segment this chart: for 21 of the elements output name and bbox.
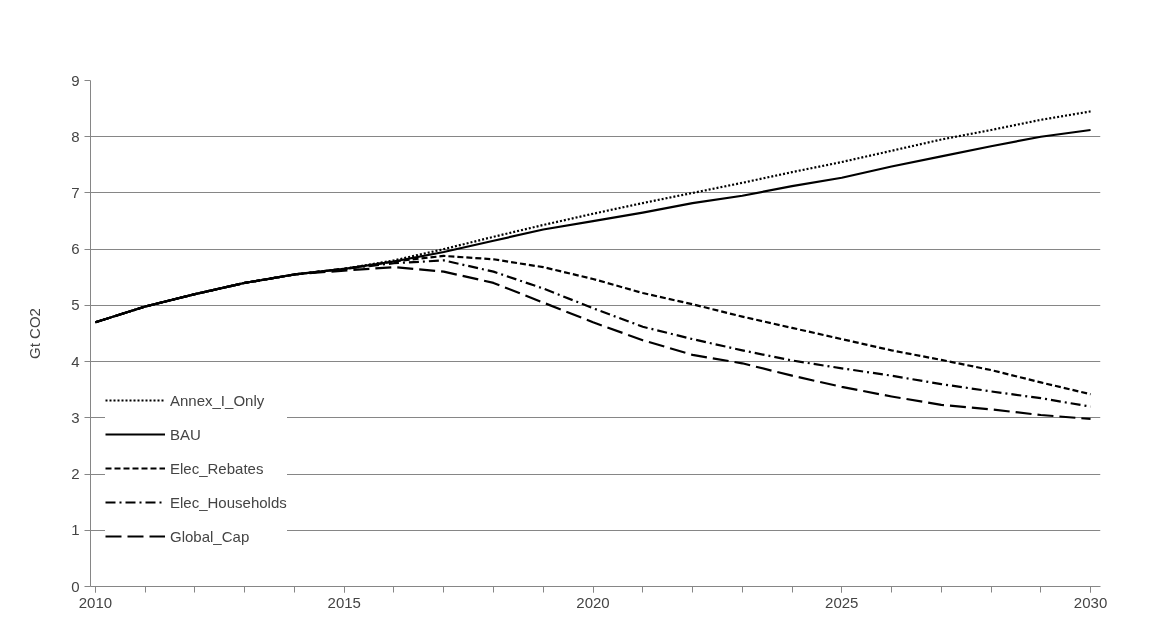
legend-label: Elec_Rebates bbox=[170, 459, 264, 477]
legend-label: Elec_Households bbox=[170, 493, 287, 511]
x-tick-label: 2015 bbox=[327, 593, 361, 611]
x-tick-label: 2025 bbox=[825, 593, 859, 611]
legend-label: Annex_I_Only bbox=[170, 391, 265, 409]
y-tick-label: 9 bbox=[71, 71, 80, 89]
legend-label: BAU bbox=[170, 425, 201, 443]
legend-label: Global_Cap bbox=[170, 527, 250, 545]
y-tick-label: 4 bbox=[71, 352, 80, 370]
x-tick-label: 2030 bbox=[1073, 593, 1108, 611]
y-tick-label: 7 bbox=[71, 183, 80, 201]
y-tick-label: 1 bbox=[71, 521, 80, 539]
x-tick-label: 2010 bbox=[78, 593, 113, 611]
y-tick-label: 0 bbox=[71, 577, 80, 595]
y-tick-label: 2 bbox=[71, 465, 80, 483]
y-tick-label: 5 bbox=[71, 296, 80, 314]
y-axis-title: Gt CO2 bbox=[26, 308, 44, 359]
y-tick-label: 8 bbox=[71, 127, 80, 145]
y-tick-label: 3 bbox=[71, 408, 80, 426]
y-tick-label: 6 bbox=[71, 240, 80, 258]
x-tick-label: 2020 bbox=[576, 593, 610, 611]
